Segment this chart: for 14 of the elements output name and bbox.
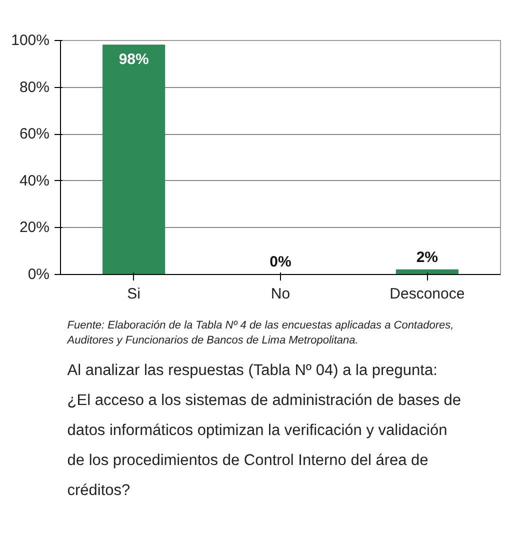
text: Al analizar las respuestas (Tabla Nº 04) a la pregunta: ¿El acceso a los sistemas de administración de bases de datos informáticos optimizan la verificación y validación de los procedimientos de Control Interno del área de créditos? (67, 362, 462, 499)
x-tick-label: No (270, 286, 290, 302)
y-tick-label: 40% (19, 172, 50, 190)
x-tick-label: Desconoce (390, 286, 465, 302)
data-label: 0% (270, 254, 292, 270)
x-tick-label: Si (127, 286, 141, 302)
y-tick-label: 60% (19, 126, 50, 143)
y-tick-label: 0% (28, 266, 50, 283)
source-note: Fuente: Elaboración de la Tabla Nº 4 de las encuestas aplicadas a Contadores, Auditores y Funcionarios de Bancos de Lima Metropolitana. (66, 320, 454, 346)
y-tick-label: 80% (19, 78, 50, 96)
y-tick-label: 20% (19, 219, 50, 236)
data-label: 98% (118, 51, 149, 68)
data-label: 2% (416, 248, 438, 266)
y-tick-label: 100% (11, 32, 50, 49)
